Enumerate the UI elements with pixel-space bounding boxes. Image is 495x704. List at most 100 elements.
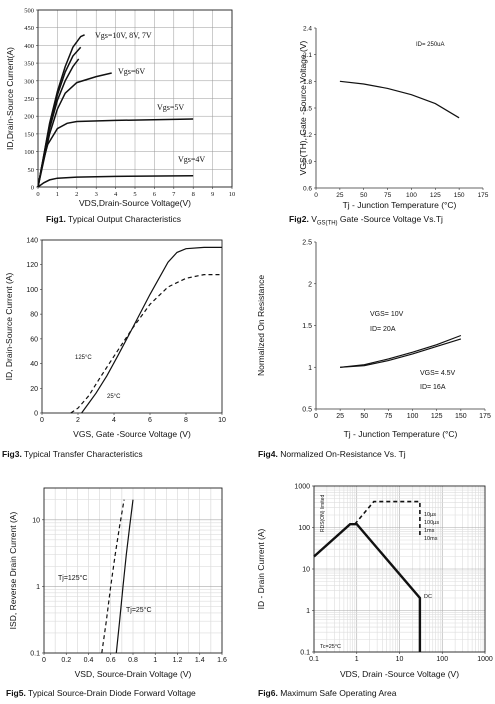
y-axis-label: Normalized On Resistance — [256, 275, 266, 376]
x-axis-label: Tj - Junction Temperature (°C) — [343, 200, 457, 210]
caption-fig1: Fig1. Typical Output Characteristics — [46, 214, 181, 224]
series-line-5 — [37, 174, 194, 188]
y-tick-label: 1 — [36, 584, 40, 591]
y-axis-label: ISD, Reverse Drain Current (A) — [8, 512, 18, 630]
label-4v5-line1: VGS= 4.5V — [420, 370, 456, 377]
y-tick-label: 1000 — [294, 484, 310, 491]
x-tick-label: 0 — [314, 192, 318, 199]
annotation-rdson: RDS(ON) limited — [320, 495, 326, 532]
y-tick-label: 0.1 — [300, 650, 310, 657]
chart-2-threshold-voltage: 0 25 50 75 100 125 150 175 0.6 0.9 1.2 1.5 1.8 2.1 2.4… — [248, 0, 495, 225]
y-tick-label: 1.2 — [303, 132, 312, 139]
x-tick-label: 100 — [436, 656, 448, 663]
x-tick-label: 25 — [336, 192, 344, 199]
y-tick-label: 80 — [30, 312, 38, 319]
x-tick-label: 175 — [478, 192, 489, 199]
y-tick-label: 2 — [308, 281, 312, 288]
x-tick-label: 8 — [192, 191, 195, 198]
y-tick-label: 120 — [26, 262, 38, 269]
x-tick-label: 4 — [112, 417, 116, 424]
y-tick-label: 100 — [26, 287, 38, 294]
annotation-10us: 10µs — [424, 512, 436, 518]
chart-4-normalized-on-resistance: 0 25 50 75 100 125 150 175 0.5 1 1.5 2 2.5 Tj - Junct… — [248, 230, 495, 460]
chart-5-diode-forward-voltage: 0 0.2 0.4 0.6 0.8 1 1.2 1.4 1.6 0.1 1 10 VSD, Source… — [0, 470, 248, 704]
x-tick-label: 1 — [355, 656, 359, 663]
x-axis-label: VGS, Gate -Source Voltage (V) — [73, 429, 191, 439]
x-tick-label: 50 — [360, 192, 368, 199]
y-tick-label: 500 — [24, 8, 34, 15]
y-tick-label: 0.6 — [303, 186, 312, 193]
y-tick-label: 0.5 — [302, 407, 312, 414]
y-tick-label: 1.5 — [303, 106, 312, 113]
series-label-25c: Tj=25°C — [126, 606, 152, 614]
x-tick-label: 5 — [133, 191, 136, 198]
series-label: Vgs=4V — [178, 155, 205, 164]
series-line-dc — [313, 523, 422, 652]
series-line-0 — [339, 80, 460, 119]
y-tick-label: 200 — [24, 114, 34, 121]
y-tick-label: 1.8 — [303, 79, 312, 86]
x-tick-label: 6 — [153, 191, 157, 198]
label-4v5-line2: ID= 16A — [420, 384, 446, 391]
annotation-dc: DC — [424, 594, 432, 600]
series-line-10us — [354, 500, 421, 537]
x-axis-label: VSD, Source-Drain Voltage (V) — [75, 669, 192, 679]
x-tick-label: 1.6 — [217, 657, 227, 664]
x-tick-label: 2 — [76, 417, 80, 424]
y-tick-label: 250 — [24, 96, 34, 103]
x-tick-label: 0.6 — [106, 657, 116, 664]
x-tick-label: 1 — [153, 657, 157, 664]
x-tick-label: 6 — [148, 417, 152, 424]
y-axis-label: ID - Drain Current (A) — [256, 528, 266, 609]
x-tick-label: 10 — [396, 656, 404, 663]
y-tick-label: 1 — [308, 365, 312, 372]
caption-fig6: Fig6. Maximum Safe Operating Area — [258, 688, 397, 698]
x-tick-label: 100 — [406, 192, 417, 199]
y-tick-label: 20 — [30, 386, 38, 393]
x-tick-label: 75 — [385, 413, 393, 420]
y-tick-label: 1 — [306, 608, 310, 615]
x-tick-label: 1 — [56, 191, 59, 198]
annotation-100us: 100µs — [424, 520, 439, 526]
y-tick-label: 400 — [24, 43, 34, 50]
chart-3-transfer-characteristics: 0 2 4 6 8 10 0 20 40 60 80 100 120 140 VGS, Gate -Sour… — [0, 230, 248, 460]
x-tick-label: 75 — [384, 192, 392, 199]
x-tick-label: 7 — [172, 191, 176, 198]
y-tick-label: 0.1 — [30, 651, 40, 658]
y-tick-label: 0 — [34, 411, 38, 418]
y-tick-label: 50 — [28, 167, 35, 174]
series-label-125c: Tj=125°C — [58, 574, 87, 582]
x-tick-label: 9 — [211, 191, 214, 198]
y-tick-label: 60 — [30, 336, 38, 343]
x-tick-label: 1.4 — [195, 657, 205, 664]
series-label: Vgs=10V, 8V, 7V — [95, 31, 152, 40]
x-tick-label: 1000 — [477, 656, 493, 663]
series-line-10v — [340, 334, 462, 368]
x-tick-label: 175 — [479, 413, 491, 420]
x-tick-label: 125 — [430, 192, 441, 199]
annotation-10ms: 10ms — [424, 536, 438, 542]
annotation-1ms: 1ms — [424, 528, 435, 534]
y-tick-label: 350 — [24, 61, 34, 68]
label-10v-line1: VGS= 10V — [370, 311, 404, 318]
series-line-4 — [37, 118, 194, 188]
x-tick-label: 8 — [184, 417, 188, 424]
series-label: Vgs=6V — [118, 67, 145, 76]
series-label-125c: 125°C — [75, 355, 92, 361]
y-tick-label: 40 — [30, 361, 38, 368]
caption-fig3: Fig3. Typical Transfer Characteristics — [2, 449, 143, 459]
x-tick-label: 50 — [360, 413, 368, 420]
y-axis-label: ID,Drain-Source Current(A) — [5, 47, 15, 150]
y-tick-label: 2.4 — [303, 26, 312, 33]
x-tick-label: 0.4 — [84, 657, 94, 664]
x-tick-label: 3 — [95, 191, 98, 198]
x-tick-label: 2 — [75, 191, 78, 198]
caption-fig5: Fig5. Typical Source-Drain Diode Forward… — [6, 688, 196, 698]
y-tick-label: 1.5 — [302, 323, 312, 330]
x-tick-label: 0 — [314, 413, 318, 420]
x-tick-label: 0.1 — [309, 656, 319, 663]
label-10v-line2: ID= 20A — [370, 326, 396, 333]
x-tick-label: 125 — [431, 413, 443, 420]
y-tick-label: 2.1 — [303, 52, 312, 59]
caption-fig4: Fig4. Normalized On-Resistance Vs. Tj — [258, 449, 406, 459]
